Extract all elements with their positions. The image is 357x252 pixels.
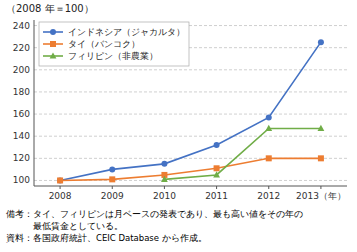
y-tick-label: 120 — [13, 153, 30, 163]
legend-label: フィリピン（非農業） — [68, 51, 158, 61]
footnote: 資料：各国政府統計、CEIC Database から作成。 — [6, 233, 207, 243]
point — [214, 165, 220, 171]
y-axis — [34, 20, 35, 186]
x-tick-label: 2013（年） — [296, 191, 346, 201]
series — [161, 125, 324, 182]
title: （2008 年＝100） — [6, 3, 94, 14]
y-tick-label: 180 — [13, 87, 30, 97]
line — [164, 128, 321, 179]
legend-label: タイ（バンコク） — [68, 39, 140, 49]
chart: （2008 年＝100） 100 120 140 160 180 200 220 240 2008… — [0, 0, 357, 252]
y-tick-label: 140 — [13, 131, 30, 141]
x-tick-label: 2011 — [205, 191, 228, 201]
point — [161, 176, 168, 182]
footnote: 最低賃金としている。 — [6, 221, 123, 231]
point — [318, 39, 324, 45]
x-tick — [268, 186, 269, 189]
point — [214, 142, 220, 148]
series — [57, 155, 324, 183]
x-tick — [60, 186, 61, 189]
point — [57, 177, 63, 183]
legend-label: インドネシア（ジャカルタ） — [68, 27, 185, 37]
point — [109, 166, 115, 172]
grid — [34, 26, 347, 181]
y-tick-label: 240 — [13, 21, 30, 31]
x-tick — [164, 186, 165, 189]
y-tick-label: 160 — [13, 109, 30, 119]
x-tick-label: 2012 — [257, 191, 280, 201]
y-tick-label: 200 — [13, 65, 30, 75]
grid-line — [34, 91, 347, 92]
legend-marker — [50, 41, 56, 47]
x-axis — [34, 186, 347, 187]
point — [57, 177, 63, 183]
grid-line — [34, 114, 347, 115]
x-tick-label: 2009 — [101, 191, 124, 201]
grid-line — [34, 69, 347, 70]
y-tick-label: 100 — [13, 175, 30, 185]
x-tick — [320, 186, 321, 189]
legend-marker — [50, 29, 56, 35]
point — [318, 155, 324, 161]
point — [318, 125, 325, 131]
point — [109, 176, 115, 182]
series — [57, 39, 324, 183]
legend: インドネシア（ジャカルタ） タイ（バンコク） フィリピン（非農業） — [39, 22, 189, 66]
plot-area — [57, 39, 324, 183]
point — [266, 155, 272, 161]
x-tick — [112, 186, 113, 189]
y-tick-label: 220 — [13, 43, 30, 53]
point — [161, 161, 167, 167]
x-tick — [216, 186, 217, 189]
x-tick-label: 2010 — [153, 191, 176, 201]
legend-marker — [50, 52, 57, 58]
point — [266, 114, 272, 120]
point — [213, 171, 220, 177]
x-tick-label: 2008 — [49, 191, 72, 201]
footnote: 備考：タイ、フィリピンは月ベースの発表であり、最も高い値をその年の — [6, 209, 303, 219]
grid-line — [34, 136, 347, 137]
point — [265, 125, 272, 131]
legend-frame — [39, 22, 189, 66]
